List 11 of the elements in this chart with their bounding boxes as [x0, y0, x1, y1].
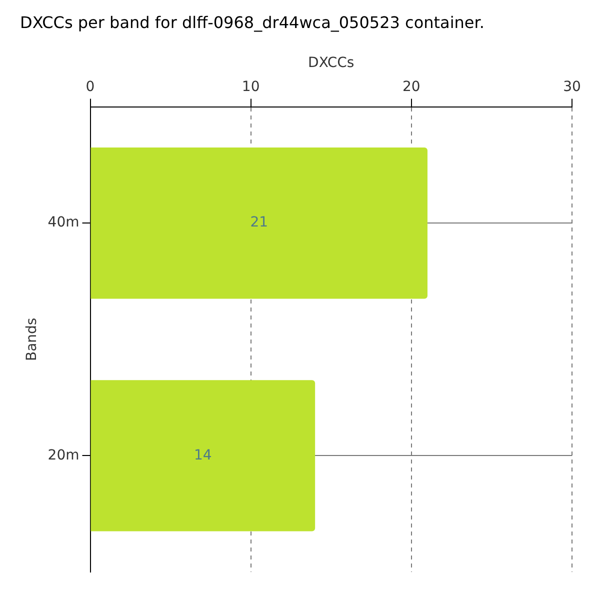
x-tick-label: 30 — [563, 79, 581, 96]
y-axis-title: Bands — [24, 318, 40, 362]
x-tick-label: 20 — [402, 79, 420, 96]
x-axis-title: DXCCs — [308, 55, 354, 72]
y-tick-label: 40m — [48, 214, 80, 231]
data-label: 21 — [250, 214, 268, 231]
chart-title: DXCCs per band for dlff-0968_dr44wca_050523 container. — [20, 12, 484, 32]
data-label: 14 — [194, 447, 212, 464]
x-tick-label: 0 — [86, 79, 95, 96]
y-tick-label: 20m — [48, 447, 80, 464]
x-tick-label: 10 — [242, 79, 260, 96]
